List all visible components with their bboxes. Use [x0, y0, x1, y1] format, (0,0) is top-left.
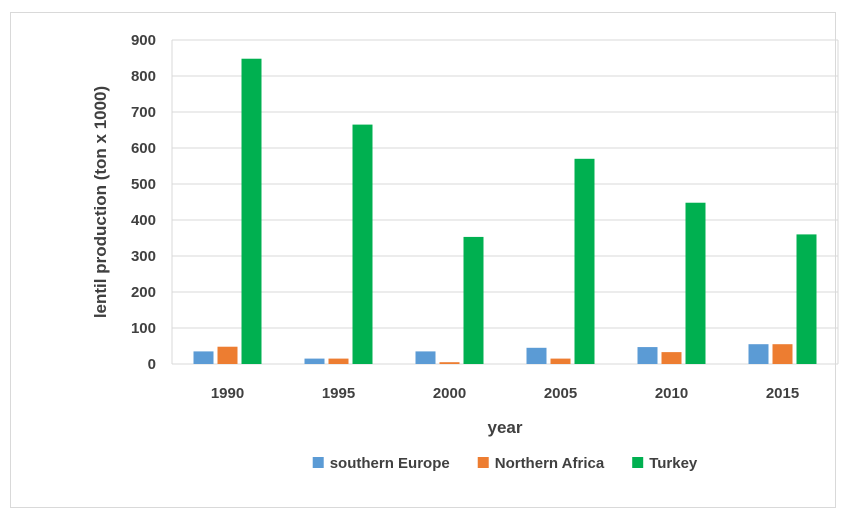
y-tick-label: 700: [131, 104, 156, 121]
bar: [550, 358, 571, 364]
legend-swatch: [477, 457, 489, 468]
y-tick-label: 900: [131, 32, 156, 49]
legend-label: Northern Africa: [495, 455, 605, 472]
legend-label: Turkey: [649, 455, 698, 472]
bar: [796, 234, 817, 364]
legend: southern Europe Northern Africa Turkey: [312, 455, 698, 472]
legend-swatch: [632, 457, 644, 468]
x-tick-label: 2015: [766, 385, 799, 402]
bar: [241, 58, 262, 364]
legend-swatch: [312, 457, 324, 468]
bar: [439, 362, 460, 364]
x-tick-labels: 1990 1995 2000 2005 2010 2015: [211, 385, 799, 402]
bar: [574, 158, 595, 364]
x-axis-title: year: [488, 418, 523, 437]
legend-label: southern Europe: [330, 455, 450, 472]
y-tick-label: 400: [131, 212, 156, 229]
y-tick-label: 600: [131, 140, 156, 157]
bar: [217, 346, 238, 364]
bar: [526, 347, 547, 364]
y-tick-label: 300: [131, 248, 156, 265]
bar: [772, 344, 793, 364]
y-tick-label: 500: [131, 176, 156, 193]
y-tick-label: 800: [131, 68, 156, 85]
x-tick-label: 2010: [655, 385, 688, 402]
x-tick-label: 1995: [322, 385, 355, 402]
x-tick-label: 2005: [544, 385, 577, 402]
bar: [352, 124, 373, 364]
bars: [193, 58, 817, 364]
grid-lines: [171, 39, 839, 365]
bar: [328, 358, 349, 364]
x-tick-label: 2000: [433, 385, 466, 402]
bar: [193, 351, 214, 364]
bar: [661, 352, 682, 364]
y-tick-label: 100: [131, 320, 156, 337]
x-tick-label: 1990: [211, 385, 244, 402]
y-tick-label: 0: [148, 356, 156, 373]
y-tick-labels: 0 100 200 300 400 500 600 700 800 900: [131, 32, 156, 373]
bar: [415, 351, 436, 364]
bar: [463, 236, 484, 364]
y-tick-label: 200: [131, 284, 156, 301]
bar: [748, 344, 769, 364]
y-axis-title: lentil production (ton x 1000): [91, 86, 110, 318]
bar: [304, 358, 325, 364]
bar: [685, 202, 706, 364]
bar: [637, 347, 658, 364]
